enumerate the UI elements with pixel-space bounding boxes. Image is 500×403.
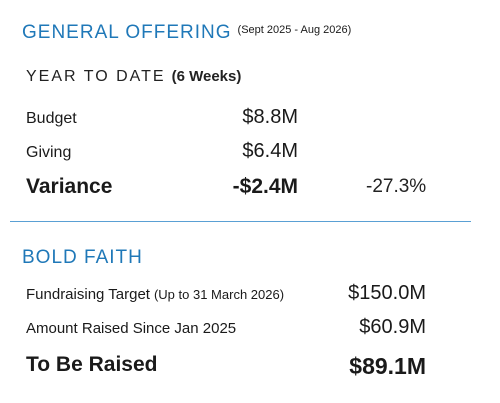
fundraising-target-value: $150.0M <box>348 282 426 304</box>
budget-row: Budget $8.8M <box>26 106 298 136</box>
section-divider <box>10 221 471 222</box>
giving-value: $6.4M <box>242 140 298 162</box>
amount-raised-value: $60.9M <box>359 316 426 338</box>
variance-percent: -27.3% <box>366 176 427 197</box>
variance-row: Variance -$2.4M <box>26 175 298 205</box>
bold-faith-title: BOLD FAITH <box>22 247 143 268</box>
general-offering-heading: GENERAL OFFERING (Sept 2025 - Aug 2026) <box>22 22 351 44</box>
to-be-raised-row: To Be Raised $89.1M <box>26 353 426 383</box>
ytd-weeks: (6 Weeks) <box>171 68 242 85</box>
fundraising-target-text: Fundraising Target <box>26 286 150 303</box>
bold-faith-heading: BOLD FAITH <box>22 247 143 269</box>
year-to-date-heading: YEAR TO DATE (6 Weeks) <box>26 68 241 86</box>
giving-label: Giving <box>26 144 72 161</box>
ytd-label: YEAR TO DATE <box>26 68 166 85</box>
giving-row: Giving $6.4M <box>26 140 298 170</box>
to-be-raised-label: To Be Raised <box>26 353 158 376</box>
fundraising-target-label: Fundraising Target (Up to 31 March 2026) <box>26 286 284 303</box>
general-offering-period: (Sept 2025 - Aug 2026) <box>237 24 352 36</box>
variance-value: -$2.4M <box>232 175 298 198</box>
variance-label: Variance <box>26 175 113 198</box>
amount-raised-row: Amount Raised Since Jan 2025 $60.9M <box>26 316 426 346</box>
fundraising-target-row: Fundraising Target (Up to 31 March 2026) … <box>26 282 426 312</box>
to-be-raised-value: $89.1M <box>349 353 426 379</box>
budget-label: Budget <box>26 110 77 127</box>
fundraising-target-note: (Up to 31 March 2026) <box>153 287 285 302</box>
budget-value: $8.8M <box>242 106 298 128</box>
amount-raised-label: Amount Raised Since Jan 2025 <box>26 320 237 337</box>
general-offering-title: GENERAL OFFERING <box>22 22 232 43</box>
